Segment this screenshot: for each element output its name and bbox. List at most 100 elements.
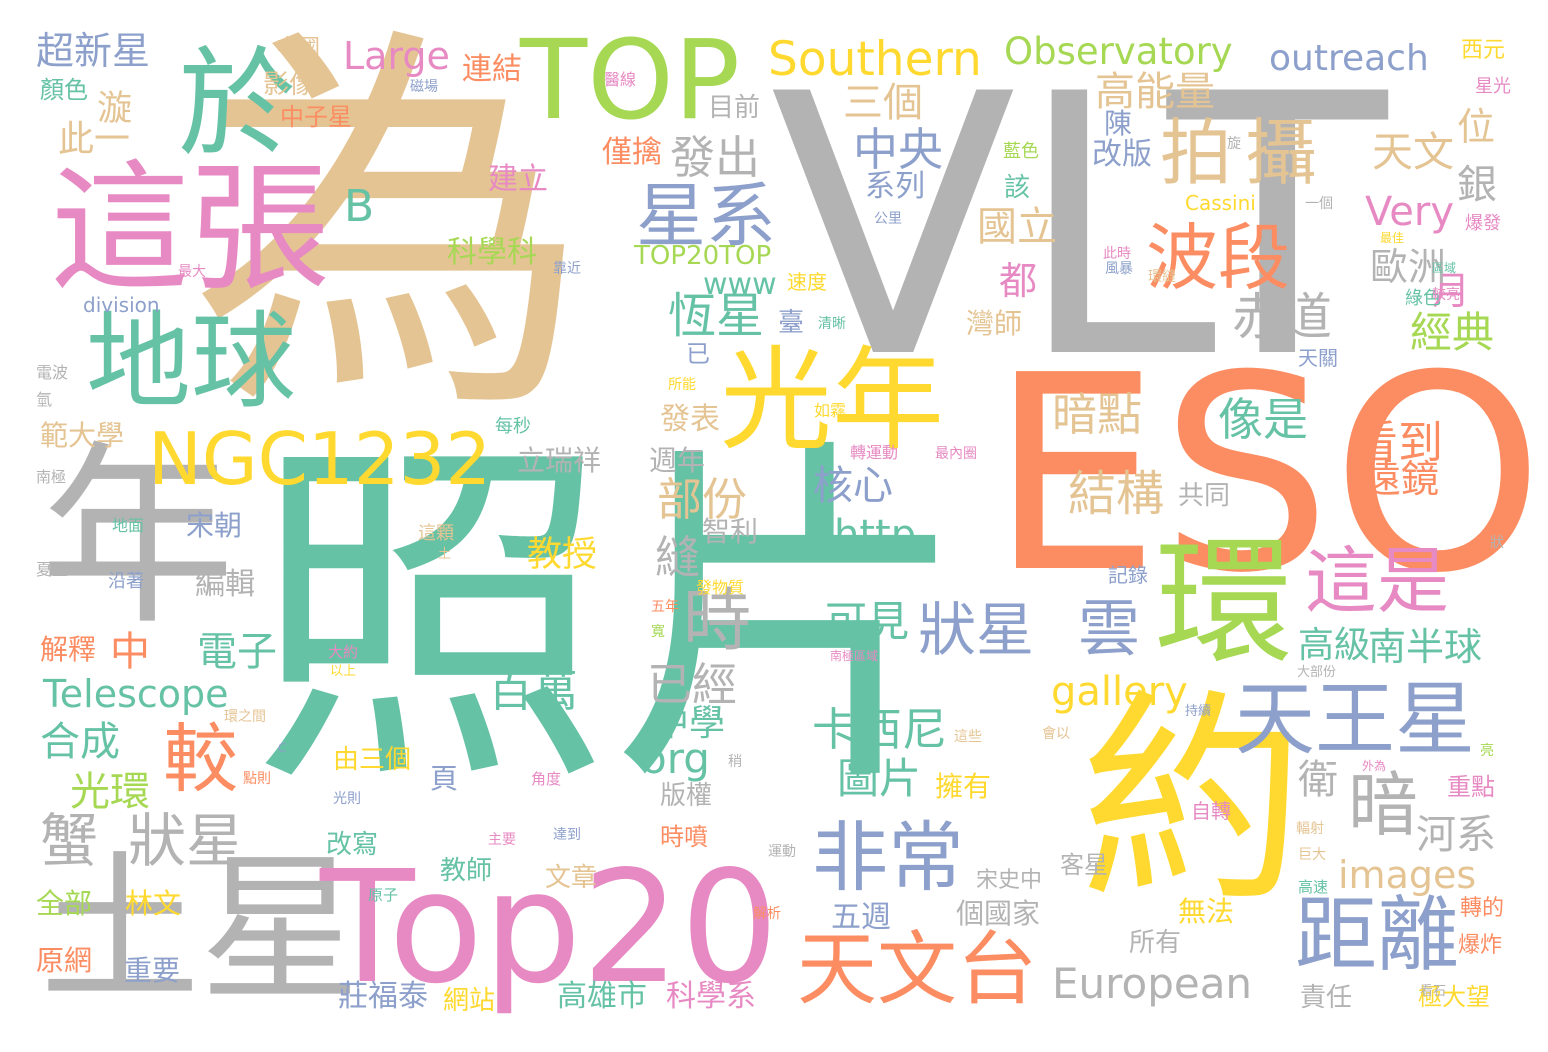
word: 臺 [778, 308, 805, 338]
word: 爆發 [1465, 213, 1501, 234]
word: 這張 [50, 148, 331, 311]
word: 此時 [1103, 246, 1131, 262]
word: 歐洲 [1370, 245, 1447, 289]
word: 宋史中 [976, 868, 1043, 893]
word: 光年 [720, 336, 944, 466]
word: 如霧 [814, 401, 847, 420]
word: 攝 [1245, 111, 1318, 195]
word: 波段 [1146, 216, 1291, 300]
word: 每秒 [495, 416, 531, 437]
word: 天文台 [797, 923, 1037, 1016]
word: Cassini [1185, 191, 1256, 215]
word: 風暴 [1105, 261, 1133, 277]
word: 顏色 [40, 76, 88, 104]
word: 中國 [276, 36, 321, 61]
word: 此一 [58, 119, 131, 160]
word: 暗點 [1052, 388, 1143, 441]
word: 主要 [488, 832, 516, 848]
word: 電波 [36, 363, 69, 382]
word: Observatory [1004, 30, 1233, 73]
word: 發表 [660, 402, 720, 437]
word: 原網 [36, 944, 93, 977]
word: 發物質 [696, 578, 745, 597]
word: 地面 [112, 516, 145, 535]
word: 河系 [1416, 812, 1496, 858]
word: 可見 [825, 597, 910, 646]
word: 最佳 [1380, 231, 1405, 245]
word: 陳 [1104, 107, 1133, 140]
word: outreach [1269, 38, 1429, 79]
word: 中 [110, 629, 150, 675]
word: 土星 [40, 836, 361, 1023]
word: 夏至 [36, 560, 69, 579]
word: 綠色 [1405, 288, 1441, 309]
word: 狀星 [918, 596, 1035, 664]
word: 西元 [1461, 38, 1506, 63]
word: 全部 [36, 887, 93, 920]
word: 年 [40, 424, 235, 651]
word: 共同 [1178, 481, 1231, 511]
word: 所有 [1129, 928, 1182, 958]
word: 旋 [1227, 136, 1241, 152]
word: 電子 [197, 629, 277, 675]
word: 亮 [1480, 743, 1494, 759]
word: 狀 [1490, 535, 1504, 551]
word: 環縫 [1148, 269, 1176, 285]
word: 運動 [768, 844, 796, 860]
word: 頁 [430, 762, 459, 795]
word: 網站 [443, 986, 496, 1016]
word: 已 [686, 340, 710, 368]
word: 藍色 [1003, 141, 1039, 162]
word: division [83, 293, 160, 317]
word: 靠近 [553, 261, 581, 277]
word: www [703, 267, 777, 302]
word: 國立 [977, 204, 1057, 250]
word: 林文 [125, 887, 182, 920]
word: 個國家 [956, 897, 1041, 930]
word: B [344, 181, 375, 232]
word: 銀 [1457, 162, 1497, 208]
word: 清晰 [818, 316, 846, 332]
word: 編輯 [195, 567, 255, 602]
word: 教授 [527, 535, 598, 575]
word: 都 [999, 259, 1038, 303]
word: 極大望 [1418, 983, 1490, 1011]
word: 暗 [1348, 764, 1418, 846]
word: 位 [1457, 105, 1496, 149]
word: 南極區域 [830, 649, 879, 663]
word: 建立 [488, 162, 548, 197]
word: 赤道 [1232, 288, 1332, 346]
word: 重點 [1447, 773, 1495, 801]
word: 時噴 [660, 823, 708, 851]
word: TOP20TOP [634, 241, 772, 271]
word: 星光 [1475, 76, 1511, 97]
word: 爆炸 [1458, 933, 1503, 958]
word: 持續 [1185, 704, 1212, 719]
word: C [278, 741, 287, 755]
word: 責任 [1300, 983, 1353, 1013]
word: gallery [1051, 669, 1188, 715]
word: 天王星 [1235, 673, 1475, 766]
word: 巨大 [1298, 847, 1326, 863]
word: 一個 [1305, 196, 1333, 212]
word: 沿著 [108, 571, 144, 592]
word: Southern [768, 32, 982, 87]
word: 照片 [250, 410, 970, 829]
word: 看到 [1353, 416, 1444, 469]
word: 記錄 [1108, 563, 1148, 587]
word: 解析 [753, 906, 781, 922]
word: Very [1365, 189, 1454, 235]
word: 這些 [954, 729, 982, 745]
word: European [1052, 959, 1253, 1008]
word: 中央 [853, 123, 944, 176]
word: org [641, 734, 710, 783]
word: 非常 [812, 813, 964, 902]
word: 結構 [1068, 466, 1165, 522]
word: 光則 [333, 791, 361, 807]
word: 改版 [1092, 137, 1152, 172]
word: 南極 [36, 468, 67, 486]
word: 天關 [1298, 346, 1338, 370]
word: 較 [163, 715, 239, 803]
word: 超新星 [36, 29, 151, 73]
